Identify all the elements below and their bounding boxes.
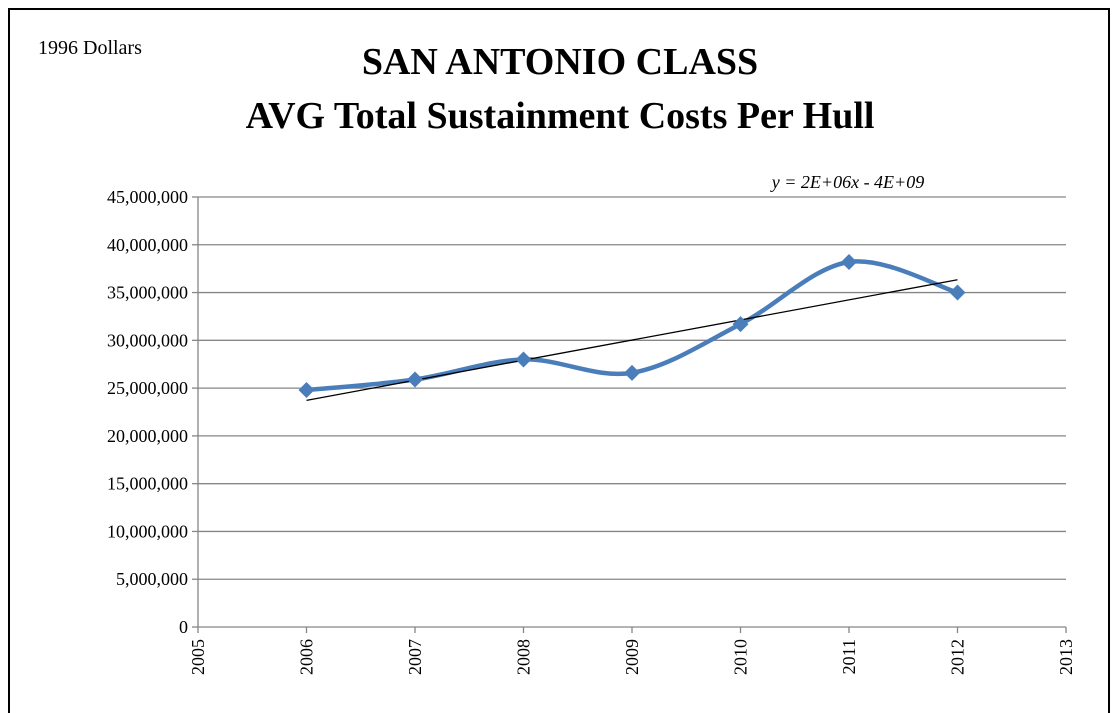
data-point bbox=[949, 284, 966, 301]
y-tick-label: 45,000,000 bbox=[107, 187, 188, 207]
x-tick-label: 2005 bbox=[188, 639, 208, 675]
y-tick-label: 5,000,000 bbox=[116, 569, 188, 589]
y-tick-label: 30,000,000 bbox=[107, 330, 188, 350]
y-tick-label: 40,000,000 bbox=[107, 235, 188, 255]
note: 1996 Dollars bbox=[38, 37, 142, 59]
data-point bbox=[298, 382, 315, 399]
trendline-label: y = 2E+06x - 4E+09 bbox=[770, 172, 924, 192]
x-tick-label: 2008 bbox=[514, 639, 534, 675]
x-tick-label: 2010 bbox=[731, 639, 751, 675]
chart-title: AVG Total Sustainment Costs Per Hull bbox=[246, 95, 875, 137]
y-tick-label: 35,000,000 bbox=[107, 283, 188, 303]
data-point bbox=[407, 371, 423, 388]
y-tick-label: 20,000,000 bbox=[107, 426, 188, 446]
y-tick-label: 10,000,000 bbox=[107, 521, 188, 541]
x-tick-label: 2006 bbox=[297, 639, 317, 675]
chart-title: SAN ANTONIO CLASS bbox=[362, 41, 758, 83]
x-tick-label: 2013 bbox=[1056, 639, 1076, 675]
y-tick-label: 25,000,000 bbox=[107, 378, 188, 398]
data-point bbox=[732, 316, 749, 333]
y-tick-label: 15,000,000 bbox=[107, 474, 188, 494]
x-tick-label: 2011 bbox=[839, 639, 859, 674]
data-point bbox=[841, 253, 857, 270]
x-tick-label: 2009 bbox=[622, 639, 642, 675]
x-tick-label: 2007 bbox=[405, 639, 425, 675]
y-tick-label: 0 bbox=[179, 617, 188, 637]
data-point bbox=[515, 351, 532, 368]
data-point bbox=[624, 364, 640, 381]
x-tick-label: 2012 bbox=[948, 639, 968, 675]
chart-frame bbox=[8, 8, 1110, 713]
